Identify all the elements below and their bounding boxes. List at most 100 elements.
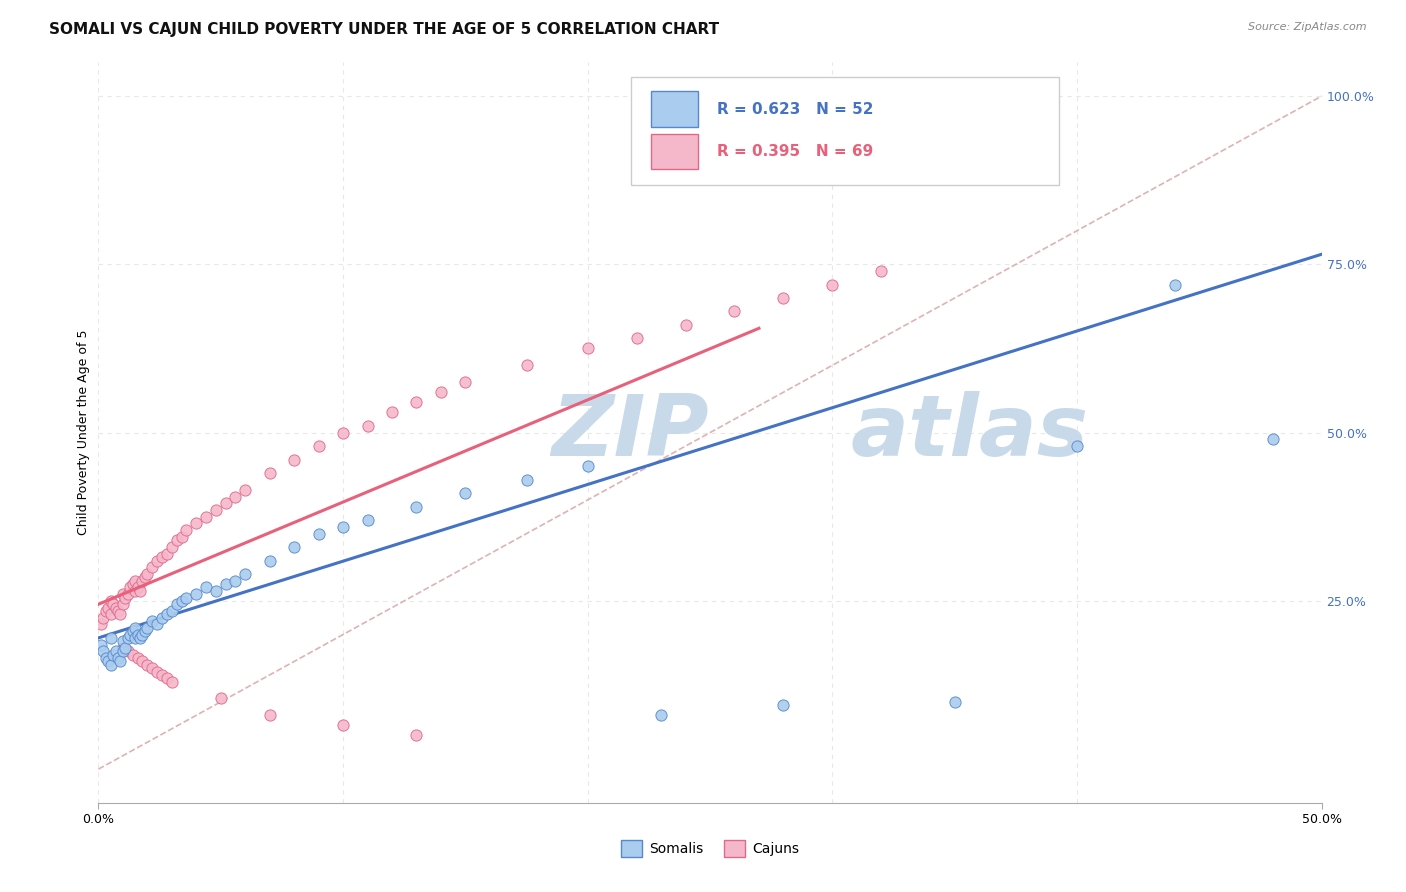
Point xyxy=(332,520,354,534)
Point xyxy=(332,718,354,732)
Point xyxy=(170,530,193,544)
Point xyxy=(214,496,236,510)
Point xyxy=(156,607,179,622)
Point xyxy=(675,318,697,332)
Point xyxy=(111,640,134,655)
Point xyxy=(131,627,153,641)
Point xyxy=(576,459,599,474)
Point xyxy=(870,264,893,278)
Point xyxy=(405,395,427,409)
Point xyxy=(233,483,256,497)
Point xyxy=(111,587,134,601)
Point xyxy=(100,594,122,608)
Point xyxy=(107,604,129,618)
Point xyxy=(195,581,218,595)
Point xyxy=(136,621,159,635)
Point xyxy=(356,513,378,527)
Point xyxy=(94,604,117,618)
Point xyxy=(454,375,477,389)
Point xyxy=(772,291,794,305)
Point xyxy=(772,698,794,713)
Point xyxy=(100,607,122,622)
Point xyxy=(405,729,427,743)
Point xyxy=(97,655,120,669)
Y-axis label: Child Poverty Under the Age of 5: Child Poverty Under the Age of 5 xyxy=(77,330,90,535)
Point xyxy=(124,583,146,598)
Point xyxy=(150,668,173,682)
Point xyxy=(332,425,354,440)
Point xyxy=(356,418,378,433)
Point xyxy=(723,304,745,318)
Text: Source: ZipAtlas.com: Source: ZipAtlas.com xyxy=(1249,22,1367,32)
Point xyxy=(110,655,132,669)
Point xyxy=(576,342,599,356)
Point xyxy=(1066,439,1088,453)
Text: atlas: atlas xyxy=(851,391,1088,475)
Point xyxy=(156,671,179,685)
Point xyxy=(141,560,163,574)
Point xyxy=(233,566,256,581)
Point xyxy=(283,540,305,554)
Point xyxy=(111,597,134,611)
Point xyxy=(97,600,120,615)
Point xyxy=(121,624,143,639)
Point xyxy=(176,523,198,537)
Point xyxy=(160,540,183,554)
Point xyxy=(259,466,281,480)
Point xyxy=(120,627,142,641)
Point xyxy=(430,385,453,400)
Point xyxy=(1261,433,1284,447)
Point xyxy=(650,708,672,723)
Point xyxy=(209,691,232,706)
Point xyxy=(121,577,143,591)
Point xyxy=(104,644,127,658)
Point xyxy=(943,695,966,709)
Point xyxy=(146,665,169,679)
Point xyxy=(205,503,228,517)
Point xyxy=(136,566,159,581)
Point xyxy=(141,614,163,628)
Point xyxy=(101,597,124,611)
Point xyxy=(124,621,146,635)
Legend: Somalis, Cajuns: Somalis, Cajuns xyxy=(616,834,804,863)
Point xyxy=(170,594,193,608)
Point xyxy=(141,661,163,675)
Point xyxy=(626,331,648,345)
Point xyxy=(150,550,173,565)
Point xyxy=(405,500,427,514)
Point xyxy=(283,452,305,467)
Text: R = 0.395   N = 69: R = 0.395 N = 69 xyxy=(717,144,873,159)
Point xyxy=(121,648,143,662)
Point xyxy=(129,631,152,645)
Point xyxy=(1164,277,1187,292)
Point xyxy=(110,607,132,622)
Point xyxy=(107,651,129,665)
Point xyxy=(214,577,236,591)
Point xyxy=(127,651,149,665)
Point xyxy=(131,574,153,588)
Bar xyxy=(651,91,697,127)
Point xyxy=(90,617,112,632)
FancyBboxPatch shape xyxy=(630,78,1059,185)
Text: R = 0.623   N = 52: R = 0.623 N = 52 xyxy=(717,102,875,117)
Point xyxy=(176,591,198,605)
Point xyxy=(308,526,330,541)
Point xyxy=(91,644,114,658)
Point xyxy=(131,655,153,669)
Point xyxy=(166,533,188,548)
Point xyxy=(134,624,156,639)
Point xyxy=(117,631,139,645)
Point xyxy=(224,490,246,504)
Point xyxy=(120,581,142,595)
Point xyxy=(308,439,330,453)
Point xyxy=(104,600,127,615)
Text: ZIP: ZIP xyxy=(551,391,709,475)
Point xyxy=(146,617,169,632)
Bar xyxy=(651,134,697,169)
Point xyxy=(224,574,246,588)
Point xyxy=(156,547,179,561)
Point xyxy=(150,611,173,625)
Point xyxy=(259,553,281,567)
Point xyxy=(195,509,218,524)
Point xyxy=(821,277,844,292)
